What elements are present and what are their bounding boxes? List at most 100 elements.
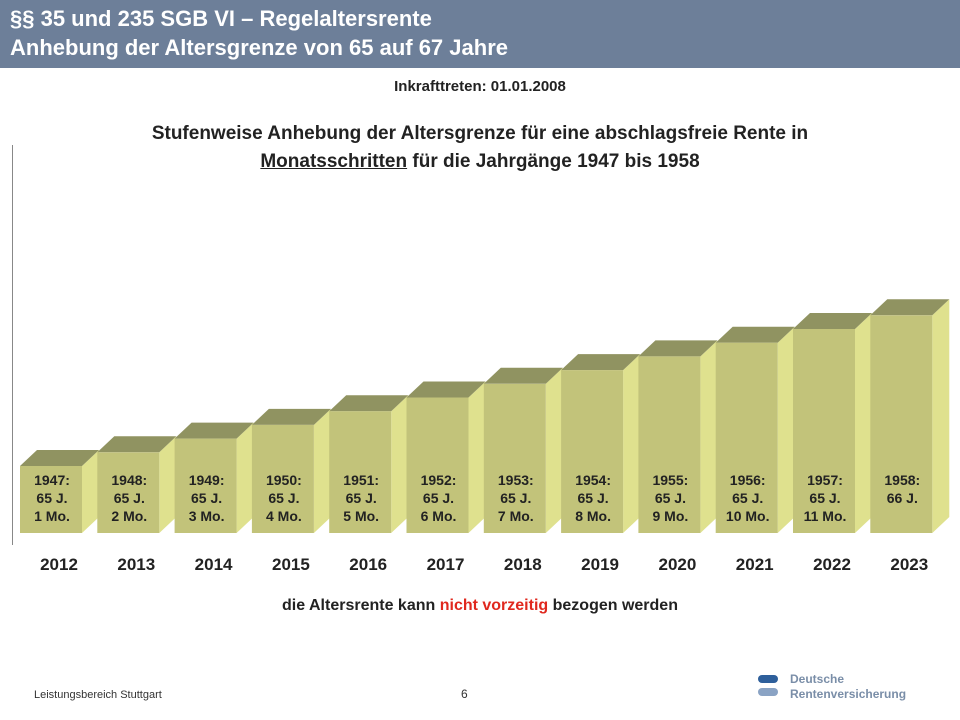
bar-side-2012 (82, 450, 99, 533)
bar-label-2012-line-3: 1 Mo. (34, 508, 70, 524)
bar-2022 (793, 329, 855, 533)
x-tick-label-2017: 2017 (427, 555, 465, 574)
logo: Deutsche Rentenversicherung (758, 671, 938, 709)
logo-mark-top (758, 675, 778, 683)
bar-side-2013 (159, 436, 177, 533)
bar-top-2019 (561, 354, 641, 371)
x-tick-label-2014: 2014 (195, 555, 233, 574)
bar-top-2020 (638, 340, 718, 357)
bar-label-2022-line-3: 11 Mo. (804, 508, 847, 524)
bar-label-2012-line-2: 65 J. (36, 490, 67, 506)
bar-chart: 1947: 65 J. 1 Mo. 2012 1948: 65 J. 2 Mo. 2013 19… (20, 299, 950, 574)
bar-side-2022 (855, 313, 872, 533)
bar-2017 (406, 397, 469, 533)
bar-label-2016-line-3: 5 Mo. (343, 508, 379, 524)
chart-note: die Altersrente kann nicht vorzeitig bez… (0, 597, 960, 615)
bar-label-2020-line-3: 9 Mo. (653, 508, 689, 524)
chart-heading-line-2: Monatsschritten für die Jahrgänge 1947 b… (30, 148, 930, 176)
bar-label-2014-line-1: 1949: (189, 472, 225, 488)
bar-side-2020 (700, 340, 718, 533)
chart-note-before: die Altersrente kann (282, 597, 440, 614)
bar-label-2016-line-2: 65 J. (346, 490, 377, 506)
bar-label-2019-line-2: 65 J. (578, 490, 609, 506)
bar-2014 (174, 438, 237, 533)
bar-top-2022 (793, 313, 872, 329)
x-tick-label-2019: 2019 (581, 555, 619, 574)
logo-word-2: Rentenversicherung (790, 687, 907, 701)
bar-2021 (715, 342, 778, 533)
chart-heading: Stufenweise Anhebung der Altersgrenze fü… (30, 120, 930, 176)
bar-label-2023-line-1: 1958: (884, 472, 920, 488)
bar-side-2016 (391, 395, 409, 533)
x-tick-label-2020: 2020 (658, 555, 696, 574)
bar-side-2019 (623, 354, 641, 533)
bar-side-2021 (777, 326, 795, 533)
title-line-1: §§ 35 und 235 SGB VI – Regelaltersrente (10, 6, 432, 31)
bar-label-2019-line-3: 8 Mo. (575, 508, 611, 524)
bar-side-2014 (236, 422, 254, 533)
x-tick-label-2018: 2018 (504, 555, 542, 574)
bar-label-2014-line-2: 65 J. (191, 490, 222, 506)
bar-2020 (638, 356, 701, 533)
bar-top-2021 (715, 326, 795, 343)
bar-label-2013-line-2: 65 J. (114, 490, 145, 506)
effective-date: Inkrafttreten: 01.01.2008 (394, 78, 566, 95)
bar-label-2018-line-1: 1953: (498, 472, 534, 488)
bar-label-2012-line-1: 1947: (34, 472, 70, 488)
bar-label-2015-line-2: 65 J. (268, 490, 299, 506)
chart-y-axis-line (12, 145, 13, 545)
bar-2018 (483, 383, 546, 533)
bar-label-2021-line-3: 10 Mo. (726, 508, 770, 524)
bar-top-2017 (406, 381, 486, 398)
bar-label-2015-line-3: 4 Mo. (266, 508, 302, 524)
bar-label-2018-line-3: 7 Mo. (498, 508, 534, 524)
bar-side-2017 (468, 381, 486, 533)
bar-label-2015-line-1: 1950: (266, 472, 302, 488)
bar-label-2014-line-3: 3 Mo. (189, 508, 225, 524)
chart-heading-line-1: Stufenweise Anhebung der Altersgrenze fü… (151, 123, 809, 144)
bar-2013 (97, 452, 160, 533)
bar-side-2018 (545, 367, 563, 533)
bar-2016 (329, 411, 392, 533)
x-tick-label-2022: 2022 (813, 555, 851, 574)
bar-label-2017-line-1: 1952: (421, 472, 457, 488)
x-tick-label-2013: 2013 (117, 555, 155, 574)
bar-top-2015 (251, 408, 331, 425)
bar-label-2013-line-1: 1948: (111, 472, 147, 488)
page-number: 6 (461, 687, 468, 701)
x-tick-label-2012: 2012 (40, 555, 78, 574)
chart-heading-tail: für die Jahrgänge 1947 bis 1958 (407, 151, 700, 172)
chart-note-after: bezogen werden (548, 597, 678, 614)
x-tick-label-2015: 2015 (272, 555, 310, 574)
bar-side-2015 (313, 408, 331, 533)
bar-2015 (251, 424, 314, 533)
logo-word-1: Deutsche (790, 672, 845, 686)
bar-label-2016-line-1: 1951: (343, 472, 379, 488)
bar-label-2022-line-1: 1957: (807, 472, 843, 488)
bar-label-2017-line-3: 6 Mo. (421, 508, 457, 524)
chart-note-highlight: nicht vorzeitig (439, 597, 549, 614)
x-tick-label-2023: 2023 (890, 555, 928, 574)
bar-label-2013-line-3: 2 Mo. (111, 508, 147, 524)
bar-label-2021-line-2: 65 J. (732, 490, 763, 506)
x-tick-label-2021: 2021 (736, 555, 774, 574)
bar-label-2022-line-2: 65 J. (809, 490, 840, 506)
bar-2019 (561, 370, 624, 533)
footer-label: Leistungsbereich Stuttgart (34, 689, 162, 701)
bar-top-2014 (174, 422, 254, 439)
bar-label-2017-line-2: 65 J. (423, 490, 454, 506)
bar-label-2018-line-2: 65 J. (500, 490, 531, 506)
bar-top-2018 (483, 367, 563, 384)
bar-label-2020-line-2: 65 J. (655, 490, 686, 506)
bar-2012 (20, 466, 82, 533)
x-tick-label-2016: 2016 (349, 555, 387, 574)
logo-mark-bottom (758, 688, 778, 696)
bar-top-2012 (20, 450, 99, 466)
bar-top-2016 (329, 395, 409, 412)
bar-label-2020-line-1: 1955: (652, 472, 688, 488)
bar-top-2023 (870, 299, 950, 316)
bar-side-2023 (932, 299, 950, 533)
chart-heading-underlined: Monatsschritten (260, 151, 408, 172)
title-line-2: Anhebung der Altersgrenze von 65 auf 67 … (10, 35, 508, 60)
bar-2023 (870, 315, 933, 533)
